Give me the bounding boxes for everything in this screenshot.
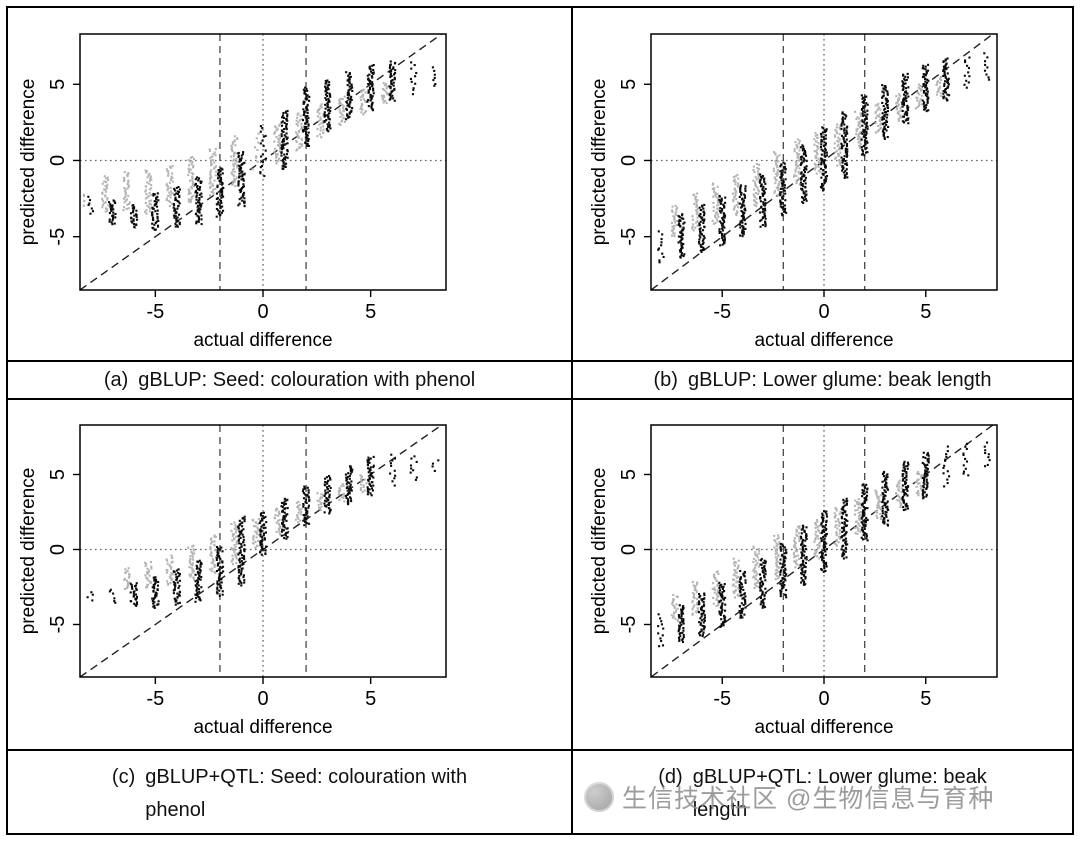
caption-a-text: gBLUP: Seed: colouration with phenol	[138, 369, 476, 391]
svg-text:5: 5	[47, 469, 69, 480]
svg-text:predicted difference: predicted difference	[589, 468, 610, 635]
caption-d: (d) gBLUP+QTL: Lower glume: beak length	[571, 749, 1072, 833]
caption-d-text: gBLUP+QTL: Lower glume: beak length	[692, 766, 987, 821]
plot-c-canvas: -5 0 5 -5 0 5 actual difference predicted diffe…	[18, 424, 447, 738]
svg-text:predicted difference: predicted difference	[18, 79, 39, 246]
svg-text:predicted difference: predicted difference	[18, 468, 39, 635]
caption-c-text: gBLUP+QTL: Seed: colouration with phenol	[145, 766, 468, 821]
svg-text:-5: -5	[146, 301, 164, 323]
caption-b-marker: (b)	[653, 369, 678, 391]
figure-grid: -5 0 5 -5 0 5 actual difference predicted diffe…	[6, 6, 1074, 835]
svg-text:-5: -5	[713, 301, 731, 323]
svg-text:-5: -5	[47, 228, 69, 246]
svg-text:-5: -5	[713, 688, 731, 710]
svg-text:0: 0	[47, 155, 69, 166]
panel-b: -5 0 5 -5 0 5 actual difference predicted diffe…	[571, 8, 1072, 360]
caption-c-marker: (c)	[111, 766, 136, 788]
svg-text:-5: -5	[618, 228, 640, 246]
svg-text:5: 5	[618, 469, 640, 480]
svg-text:actual difference: actual difference	[754, 330, 893, 351]
svg-text:5: 5	[618, 79, 640, 90]
panel-d: -5 0 5 -5 0 5 actual difference predicted diffe…	[571, 400, 1072, 749]
plot-a-canvas: -5 0 5 -5 0 5 actual difference predicted diffe…	[18, 33, 447, 351]
svg-text:-5: -5	[47, 616, 69, 634]
panel-c: -5 0 5 -5 0 5 actual difference predicted diffe…	[8, 400, 571, 749]
svg-text:5: 5	[365, 301, 376, 323]
svg-text:0: 0	[818, 301, 829, 323]
svg-text:0: 0	[257, 301, 268, 323]
svg-text:5: 5	[920, 688, 931, 710]
svg-text:5: 5	[920, 301, 931, 323]
panel-a: -5 0 5 -5 0 5 actual difference predicted diffe…	[8, 8, 571, 360]
svg-text:0: 0	[47, 544, 69, 555]
svg-text:actual difference: actual difference	[193, 717, 332, 738]
svg-text:actual difference: actual difference	[193, 330, 332, 351]
caption-a: (a) gBLUP: Seed: colouration with phenol	[8, 360, 571, 400]
svg-text:0: 0	[618, 155, 640, 166]
svg-text:predicted difference: predicted difference	[589, 79, 610, 246]
svg-text:5: 5	[47, 79, 69, 90]
svg-text:0: 0	[257, 688, 268, 710]
svg-text:-5: -5	[146, 688, 164, 710]
svg-text:-5: -5	[618, 616, 640, 634]
plot-b-canvas: -5 0 5 -5 0 5 actual difference predicted diffe…	[589, 33, 998, 351]
caption-b-text: gBLUP: Lower glume: beak length	[687, 369, 992, 391]
caption-b: (b) gBLUP: Lower glume: beak length	[571, 360, 1072, 400]
caption-a-marker: (a)	[103, 369, 129, 391]
plot-d-canvas: -5 0 5 -5 0 5 actual difference predicted diffe…	[589, 424, 998, 738]
caption-d-marker: (d)	[658, 766, 683, 788]
svg-text:5: 5	[365, 688, 376, 710]
svg-text:actual difference: actual difference	[754, 717, 893, 738]
caption-c: (c) gBLUP+QTL: Seed: colouration with ph…	[8, 749, 571, 833]
svg-text:0: 0	[618, 544, 640, 555]
svg-text:0: 0	[818, 688, 829, 710]
